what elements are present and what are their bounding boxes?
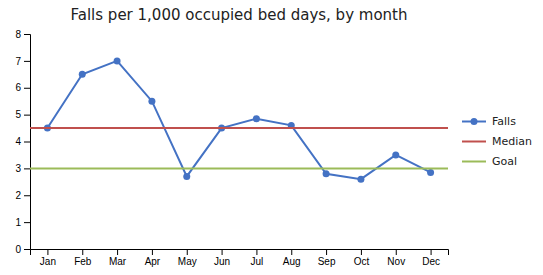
legend-label: Falls	[492, 115, 516, 128]
y-tick-mark	[24, 142, 30, 143]
x-tick-label: Sep	[318, 256, 336, 267]
x-tick: Aug	[283, 249, 301, 267]
y-tick: 4	[15, 136, 30, 147]
x-tick-mark	[396, 249, 397, 255]
y-tick: 5	[15, 109, 30, 120]
x-tick-label: May	[178, 256, 197, 267]
point	[148, 98, 155, 105]
x-tick-mark	[152, 249, 153, 255]
y-tick-mark	[24, 34, 30, 35]
x-tick: Jan	[40, 249, 56, 267]
x-tick: May	[178, 249, 197, 267]
y-tick-label: 6	[15, 82, 21, 93]
x-tick: Feb	[74, 249, 92, 267]
x-tick-label: Aug	[283, 256, 301, 267]
x-tick-mark	[291, 249, 292, 255]
x-tick: Jun	[214, 249, 230, 267]
reference-line	[30, 167, 448, 169]
x-tick: Oct	[354, 249, 370, 267]
x-axis: Jan Feb Mar Apr May Jun Jul Aug Sep Oct Nov Dec	[31, 249, 449, 267]
y-tick-mark	[24, 61, 30, 62]
y-tick-mark	[24, 168, 30, 169]
marks	[30, 57, 448, 182]
y-tick: 8	[15, 29, 30, 40]
chart: Falls per 1,000 occupied bed days, by mo…	[0, 0, 543, 275]
legend-item: Falls	[462, 115, 516, 128]
y-tick-label: 4	[15, 136, 21, 147]
legend: Falls Median Goal	[462, 115, 532, 168]
x-tick-mark	[47, 249, 48, 255]
x-tick-mark	[117, 249, 118, 255]
legend-item: Median	[462, 135, 532, 148]
point	[392, 151, 399, 158]
x-tick: Nov	[387, 249, 405, 267]
y-tick-label: 8	[15, 29, 21, 40]
x-tick-mark	[326, 249, 327, 255]
reference-line	[30, 127, 448, 129]
point	[357, 176, 364, 183]
x-tick-mark	[256, 249, 257, 255]
x-tick-mark	[222, 249, 223, 255]
x-tick-label: Apr	[145, 256, 161, 267]
x-tick: Sep	[318, 249, 336, 267]
x-tick-label: Oct	[354, 256, 370, 267]
x-tick-label: Dec	[422, 256, 440, 267]
x-tick: Apr	[145, 249, 161, 267]
x-tick-mark	[82, 249, 83, 255]
y-axis-line	[24, 35, 31, 250]
x-tick-mark	[187, 249, 188, 255]
y-tick-label: 1	[15, 217, 21, 228]
y-tick-label: 2	[15, 190, 21, 201]
legend-swatch	[462, 161, 486, 163]
y-tick-mark	[24, 115, 30, 116]
title: Falls per 1,000 occupied bed days, by mo…	[71, 6, 408, 24]
x-tick-label: Feb	[74, 256, 92, 267]
x-tick: Dec	[422, 249, 440, 267]
y-tick-mark	[24, 88, 30, 89]
y-tick: 7	[15, 56, 30, 67]
y-tick-label: 3	[15, 163, 21, 174]
x-tick: Jul	[251, 249, 264, 267]
y-axis: 0 1 2 3 4 5 6 7 8	[15, 29, 30, 255]
point	[183, 173, 190, 180]
y-tick-mark	[24, 195, 30, 196]
y-tick-mark	[24, 249, 30, 250]
point	[253, 115, 260, 122]
y-tick-label: 5	[15, 109, 21, 120]
y-tick: 1	[15, 217, 30, 228]
x-tick-label: Jun	[214, 256, 230, 267]
legend-swatch	[462, 141, 486, 143]
y-tick: 2	[15, 190, 30, 201]
point	[114, 57, 121, 64]
x-axis-line	[31, 250, 449, 256]
point	[79, 71, 86, 78]
y-tick-mark	[24, 222, 30, 223]
y-tick: 6	[15, 82, 30, 93]
y-tick-label: 7	[15, 56, 21, 67]
legend-marker	[471, 118, 478, 125]
x-tick: Mar	[109, 249, 127, 267]
y-tick: 0	[15, 244, 30, 255]
x-tick-label: Jan	[40, 256, 56, 267]
y-tick: 3	[15, 163, 30, 174]
x-tick-label: Nov	[387, 256, 405, 267]
legend-label: Goal	[492, 155, 517, 168]
x-tick-mark	[431, 249, 432, 255]
legend-item: Goal	[462, 155, 517, 168]
point	[323, 170, 330, 177]
x-tick-label: Jul	[251, 256, 264, 267]
legend-label: Median	[492, 135, 532, 148]
y-tick-label: 0	[15, 244, 21, 255]
x-tick-mark	[361, 249, 362, 255]
series-line	[47, 61, 430, 179]
plot: 0 1 2 3 4 5 6 7 8 Jan Feb Mar Apr May Jun Jul Aug Sep Oct N…	[15, 29, 448, 267]
x-tick-label: Mar	[109, 256, 127, 267]
point	[427, 169, 434, 176]
